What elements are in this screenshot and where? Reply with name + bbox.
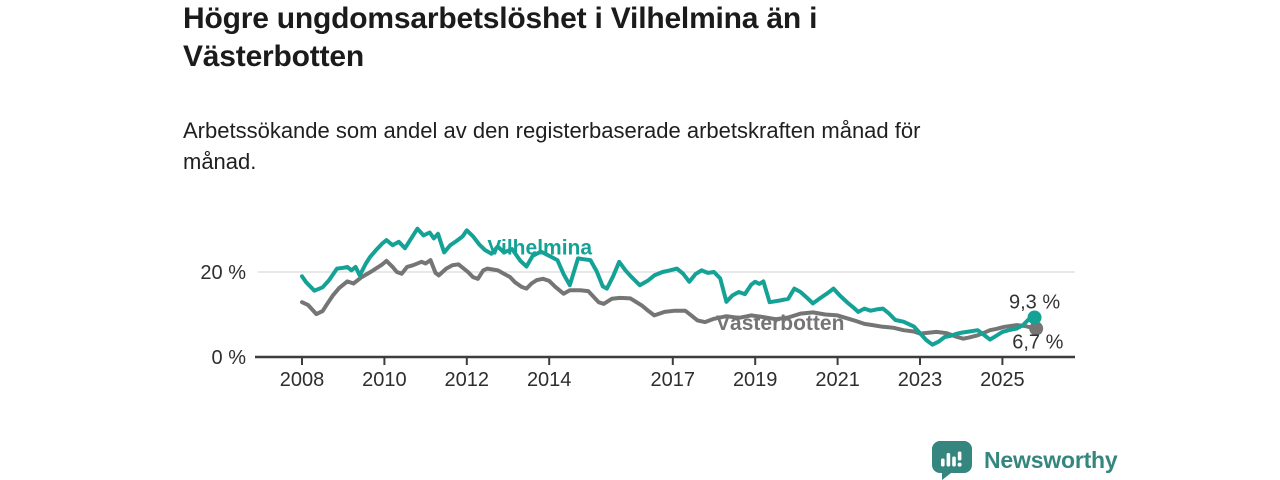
bar-chart-speech-bubble-icon xyxy=(930,440,974,480)
series-line-vilhelmina xyxy=(300,226,1037,347)
x-axis-tick-label-2021: 2021 xyxy=(815,369,860,391)
chart-subtitle-line-1: Arbetssökande som andel av den registerb… xyxy=(183,118,921,143)
newsworthy-logo-text: Newsworthy xyxy=(984,446,1118,473)
x-axis-tick-label-2014: 2014 xyxy=(527,369,572,391)
chart-subtitle-line-2: månad. xyxy=(183,149,257,174)
x-axis-tick-label-2010: 2010 xyxy=(362,369,407,391)
x-axis-tick-label-2025: 2025 xyxy=(980,369,1025,391)
x-axis-tick-label-2019: 2019 xyxy=(733,369,778,391)
series-end-dot-vilhelmina xyxy=(1027,310,1042,325)
chart-title-line-2: Västerbotten xyxy=(183,40,364,73)
chart-subtitle: Arbetssökande som andel av den registerb… xyxy=(183,115,1043,177)
y-axis-tick-label-20: 20 % xyxy=(200,262,246,284)
chart-title-line-1: Högre ungdomsarbetslöshet i Vilhelmina ä… xyxy=(183,2,818,35)
y-axis-tick-label-0: 0 % xyxy=(212,347,247,369)
x-axis-tick-label-2008: 2008 xyxy=(280,369,325,391)
x-axis-tick-label-2023: 2023 xyxy=(898,369,943,391)
series-label-vilhelmina: Vilhelmina xyxy=(487,237,592,260)
chart-title: Högre ungdomsarbetslöshet i Vilhelmina ä… xyxy=(183,0,963,76)
x-axis-tick-label-2012: 2012 xyxy=(445,369,490,391)
newsworthy-logo[interactable]: Newsworthy xyxy=(930,440,1118,480)
series-label-vsterbotten: Västerbotten xyxy=(716,312,844,335)
series-end-dot-vsterbotten xyxy=(1029,321,1044,336)
x-axis-tick-label-2017: 2017 xyxy=(651,369,696,391)
end-value-vasterbotten: 6,7 % xyxy=(1012,332,1063,354)
end-value-vilhelmina: 9,3 % xyxy=(1009,291,1060,313)
